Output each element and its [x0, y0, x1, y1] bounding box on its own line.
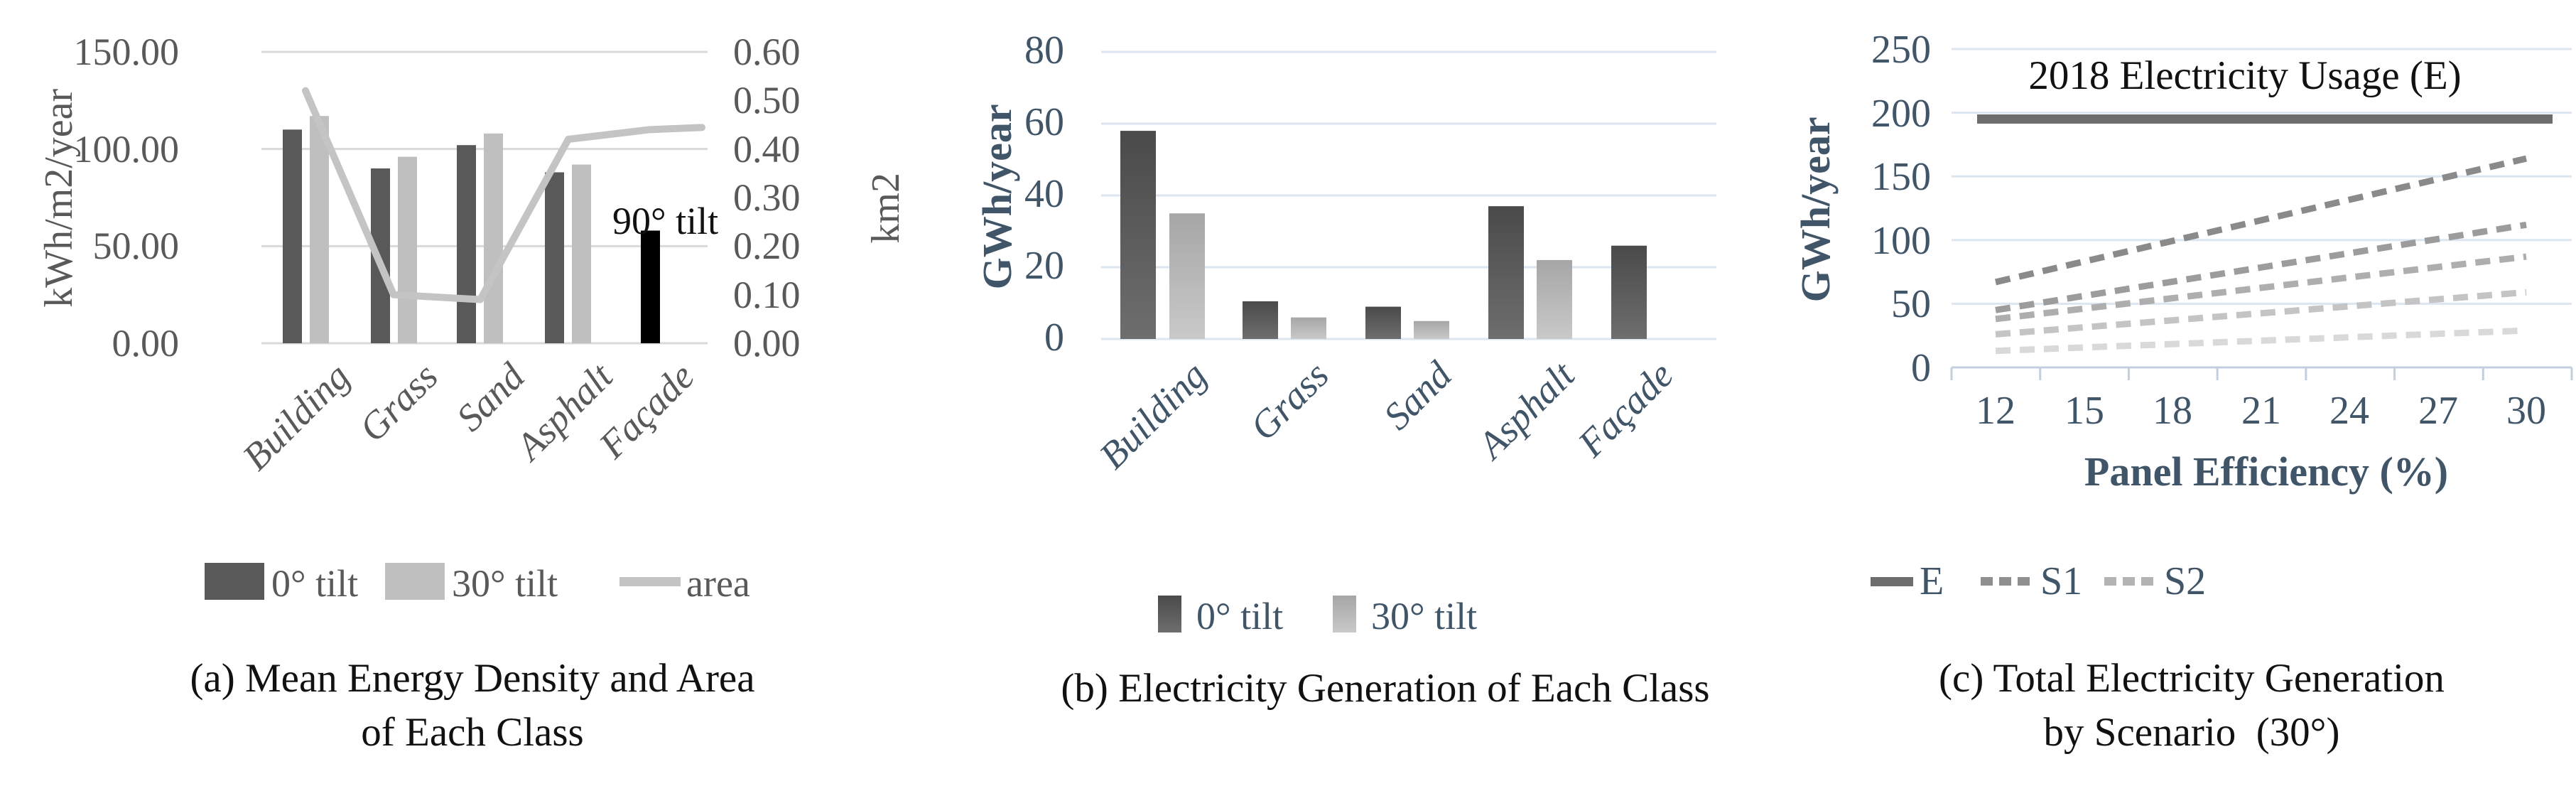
chart-a-legend-swatch-area [619, 577, 681, 586]
chart-a-annotation-90-tilt: 90° tilt [612, 200, 719, 242]
chart-c-y-axis-title: GWh/year [1792, 117, 1839, 303]
chart-a-right-axis-title: km2 [864, 173, 909, 244]
chart-a-legend-swatch-30tilt [385, 563, 445, 600]
chart-a-rtick-060: 0.60 [733, 31, 801, 73]
chart-a-rtick-050: 0.50 [733, 79, 801, 122]
chart-b-y-axis-title: GWh/year [974, 104, 1021, 290]
chart-c-xtick-15: 15 [2064, 389, 2104, 433]
chart-c-xtick-30: 30 [2506, 389, 2546, 433]
chart-a-ytick-50: 50.00 [92, 225, 180, 267]
chart-c-ytick-0: 0 [1911, 346, 1931, 390]
chart-a-rtick-030: 0.30 [733, 176, 801, 219]
chart-b-legend-swatch-0tilt [1158, 596, 1181, 632]
chart-a-legend-label-30tilt: 30° tilt [452, 562, 558, 605]
chart-c-xtick-24: 24 [2329, 389, 2369, 433]
chart-a-ytick-150: 150.00 [73, 31, 180, 73]
chart-c-xtick-18: 18 [2153, 389, 2192, 433]
chart-b-legend-label-30tilt: 30° tilt [1371, 595, 1478, 637]
chart-a-legend-label-area: area [686, 562, 750, 605]
chart-c-legend-swatch-S2 [2104, 577, 2155, 586]
chart-a-left-axis-title: kWh/m2/year [37, 88, 82, 308]
chart-a-ytick-0: 0.00 [112, 322, 180, 365]
chart-c-legend-swatch-S1 [1981, 577, 2032, 586]
chart-b-legend-label-0tilt: 0° tilt [1196, 595, 1284, 637]
chart-b-ytick-40: 40 [1024, 172, 1064, 216]
chart-b-ytick-20: 20 [1024, 244, 1064, 288]
chart-a-rtick-010: 0.10 [733, 274, 801, 316]
chart-c-legend-label-S1: S1 [2040, 559, 2083, 603]
caption-c-line1: (c) Total Electricity Generation [1939, 656, 2445, 701]
chart-c-xtick-27: 27 [2418, 389, 2458, 433]
chart-c-annotation-2018-usage: 2018 Electricity Usage (E) [2028, 53, 2462, 98]
chart-c-ytick-250: 250 [1871, 28, 1931, 72]
chart-c-ytick-150: 150 [1871, 155, 1931, 199]
chart-b-ytick-80: 80 [1024, 28, 1064, 72]
chart-c-xtick-12: 12 [1976, 389, 2015, 433]
chart-a-ytick-100: 100.00 [73, 128, 180, 171]
chart-c-legend-label-E: E [1920, 559, 1944, 603]
chart-a-legend-label-0tilt: 0° tilt [271, 562, 359, 605]
chart-a-legend-swatch-0tilt [205, 563, 264, 600]
chart-c-ytick-100: 100 [1871, 219, 1931, 263]
chart-c-legend-swatch-E [1871, 577, 1913, 586]
chart-a-rtick-000: 0.00 [733, 322, 801, 365]
caption-a-line2: of Each Class [361, 710, 584, 755]
caption-a-line1: (a) Mean Energy Density and Area [190, 656, 755, 701]
chart-b-legend-swatch-30tilt [1333, 596, 1356, 632]
chart-b-ytick-0: 0 [1044, 316, 1064, 360]
chart-b-ytick-60: 60 [1024, 100, 1064, 144]
chart-c-ytick-200: 200 [1871, 92, 1931, 136]
caption-b: (b) Electricity Generation of Each Class [1061, 666, 1710, 711]
chart-a-rtick-040: 0.40 [733, 128, 801, 171]
chart-a-rtick-020: 0.20 [733, 225, 801, 267]
caption-c-line2: by Scenario (30°) [2043, 710, 2340, 755]
chart-c-xtick-21: 21 [2241, 389, 2281, 433]
chart-c-ytick-50: 50 [1891, 282, 1931, 326]
chart-c-x-axis-title: Panel Efficiency (%) [2084, 448, 2449, 495]
chart-c-legend-label-S2: S2 [2164, 559, 2207, 603]
